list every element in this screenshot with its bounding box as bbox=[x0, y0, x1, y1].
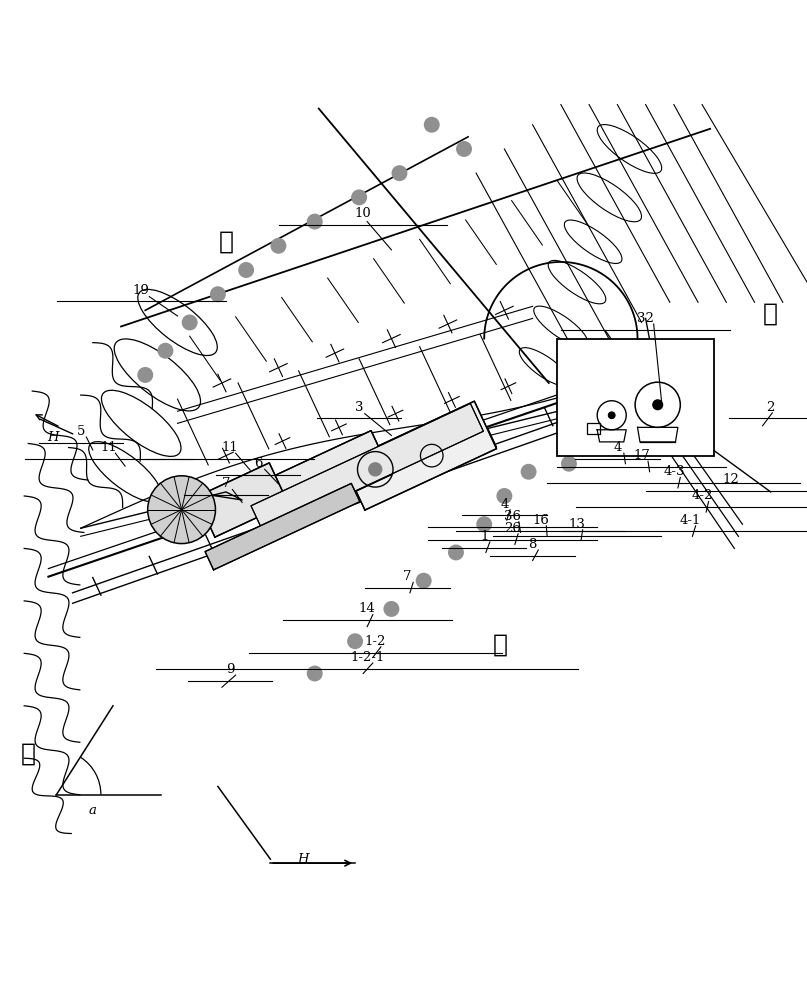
Circle shape bbox=[457, 142, 471, 156]
Circle shape bbox=[211, 287, 225, 301]
Text: H: H bbox=[297, 853, 308, 866]
Text: 1: 1 bbox=[480, 530, 488, 543]
Text: 14: 14 bbox=[359, 602, 375, 615]
Text: 11: 11 bbox=[222, 441, 238, 454]
Bar bbox=[587, 423, 600, 434]
Circle shape bbox=[182, 315, 197, 330]
Text: 下: 下 bbox=[493, 634, 508, 657]
Text: 1-2: 1-2 bbox=[365, 635, 386, 648]
Polygon shape bbox=[205, 483, 360, 570]
Circle shape bbox=[424, 117, 439, 132]
Circle shape bbox=[348, 634, 362, 648]
Circle shape bbox=[239, 263, 253, 277]
Circle shape bbox=[369, 463, 382, 476]
Text: 4-2: 4-2 bbox=[692, 489, 713, 502]
Text: 6: 6 bbox=[254, 457, 262, 470]
Text: 8: 8 bbox=[529, 538, 537, 551]
Circle shape bbox=[307, 666, 322, 681]
Polygon shape bbox=[343, 401, 496, 510]
Circle shape bbox=[307, 214, 322, 229]
Circle shape bbox=[562, 456, 576, 471]
Circle shape bbox=[148, 476, 215, 544]
Text: a: a bbox=[89, 804, 97, 817]
Text: 26: 26 bbox=[504, 522, 521, 535]
Text: 2: 2 bbox=[767, 401, 775, 414]
Text: 上: 上 bbox=[219, 230, 233, 253]
Text: 12: 12 bbox=[722, 473, 738, 486]
Text: H: H bbox=[47, 431, 58, 444]
Bar bbox=[557, 339, 714, 456]
Circle shape bbox=[449, 545, 463, 560]
Circle shape bbox=[138, 368, 153, 382]
Circle shape bbox=[608, 412, 615, 418]
Text: 17: 17 bbox=[633, 449, 650, 462]
Text: 4: 4 bbox=[613, 441, 621, 454]
Text: 后: 后 bbox=[763, 303, 778, 326]
Text: 11: 11 bbox=[101, 441, 117, 454]
Text: 前: 前 bbox=[21, 743, 36, 766]
Text: 3: 3 bbox=[355, 401, 363, 414]
Text: 13: 13 bbox=[569, 518, 585, 531]
Text: 4-3: 4-3 bbox=[663, 465, 684, 478]
Text: 16: 16 bbox=[533, 514, 549, 527]
Text: 10: 10 bbox=[355, 207, 371, 220]
Text: 36: 36 bbox=[504, 510, 521, 523]
Polygon shape bbox=[251, 403, 483, 534]
Text: 19: 19 bbox=[133, 284, 149, 297]
Text: 7: 7 bbox=[222, 477, 230, 490]
Circle shape bbox=[384, 602, 399, 616]
Circle shape bbox=[477, 517, 491, 531]
Circle shape bbox=[392, 166, 407, 180]
Text: 1-2-1: 1-2-1 bbox=[350, 651, 384, 664]
Text: 9: 9 bbox=[226, 663, 234, 676]
Text: 4-1: 4-1 bbox=[679, 514, 700, 527]
Circle shape bbox=[416, 573, 431, 588]
Circle shape bbox=[271, 239, 286, 253]
Circle shape bbox=[158, 343, 173, 358]
Text: 5: 5 bbox=[77, 425, 85, 438]
Circle shape bbox=[521, 464, 536, 479]
Circle shape bbox=[352, 190, 366, 205]
Text: 32: 32 bbox=[638, 312, 654, 325]
Circle shape bbox=[586, 432, 600, 447]
Circle shape bbox=[497, 489, 512, 503]
Polygon shape bbox=[196, 463, 288, 537]
Text: 7: 7 bbox=[404, 570, 412, 583]
Circle shape bbox=[653, 400, 663, 410]
Text: 4: 4 bbox=[500, 498, 508, 511]
Polygon shape bbox=[254, 431, 391, 529]
